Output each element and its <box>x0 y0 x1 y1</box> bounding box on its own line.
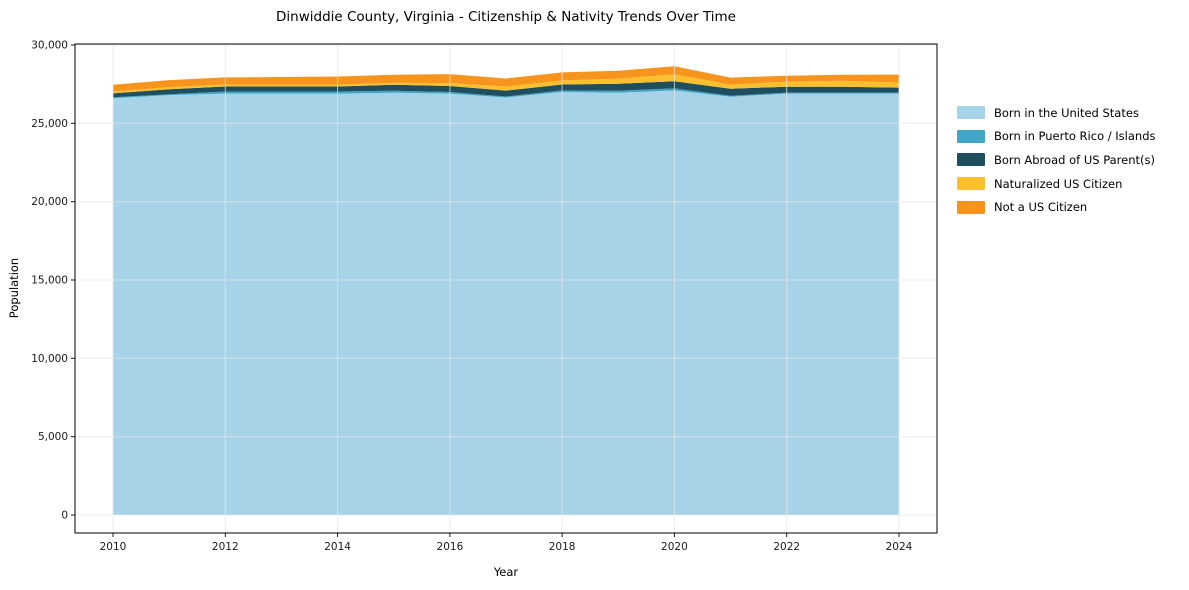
y-tick-label: 30,000 <box>31 40 68 52</box>
y-tick-label: 15,000 <box>31 275 68 287</box>
y-axis-label: Population <box>7 257 21 319</box>
x-axis-label: Year <box>493 565 519 579</box>
x-tick-labels: 2010 2012 2014 2016 2018 2020 2022 2024 <box>100 541 913 553</box>
plot-border <box>74 43 938 534</box>
legend-swatch <box>957 129 985 143</box>
x-tick-label: 2018 <box>549 541 576 553</box>
legend-swatch <box>957 106 985 120</box>
area-series-4 <box>113 66 899 92</box>
legend-item: Born Abroad of US Parent(s) <box>957 148 1156 172</box>
area-series-3 <box>113 74 899 94</box>
legend-item: Born in the United States <box>957 101 1156 125</box>
legend-label: Born Abroad of US Parent(s) <box>994 152 1155 167</box>
y-tick-labels: 0 5,000 10,000 15,000 20,000 25,000 30,000 <box>31 40 68 522</box>
area-series-2 <box>113 81 899 98</box>
stacked-areas <box>113 66 899 516</box>
legend-swatch <box>957 200 985 214</box>
legend-label: Naturalized US Citizen <box>994 176 1123 191</box>
legend-label: Born in the United States <box>994 105 1139 120</box>
y-tick-label: 5,000 <box>38 431 68 443</box>
legend-swatch <box>957 153 985 167</box>
legend-item: Naturalized US Citizen <box>957 172 1156 196</box>
axis-ticks <box>71 44 900 537</box>
legend-swatch <box>957 177 985 191</box>
legend: Born in the United States Born in Puerto… <box>957 101 1156 219</box>
legend-label: Not a US Citizen <box>994 200 1088 215</box>
y-tick-label: 10,000 <box>31 353 68 365</box>
y-tick-label: 25,000 <box>31 118 68 130</box>
x-tick-label: 2010 <box>100 541 127 553</box>
legend-label: Born in Puerto Rico / Islands <box>994 129 1156 144</box>
y-tick-label: 20,000 <box>31 196 68 208</box>
x-tick-label: 2014 <box>324 541 351 553</box>
x-tick-label: 2022 <box>773 541 800 553</box>
x-tick-label: 2016 <box>437 541 464 553</box>
chart-title: Dinwiddie County, Virginia - Citizenship… <box>276 9 736 25</box>
x-tick-label: 2020 <box>661 541 688 553</box>
x-tick-label: 2024 <box>886 541 913 553</box>
gridlines <box>75 44 937 533</box>
area-series-0 <box>113 90 899 516</box>
area-series-1 <box>113 88 899 99</box>
x-tick-label: 2012 <box>212 541 239 553</box>
legend-item: Born in Puerto Rico / Islands <box>957 125 1156 149</box>
y-tick-label: 0 <box>61 510 68 522</box>
legend-item: Not a US Citizen <box>957 195 1156 219</box>
